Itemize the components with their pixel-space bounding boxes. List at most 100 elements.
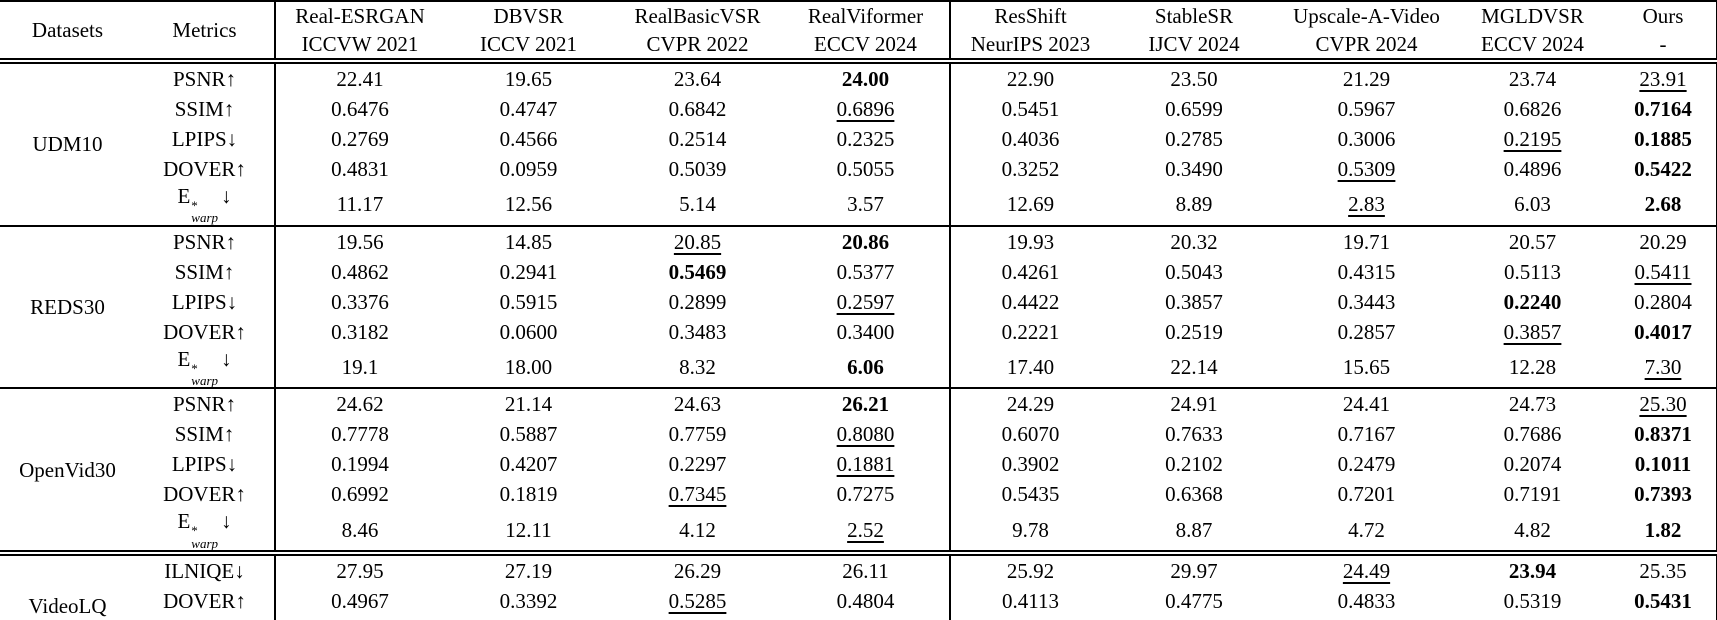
value-cell: 0.2325 [782,124,951,154]
value-cell: 5.10 [782,616,951,620]
method-venue: - [1610,30,1717,61]
table-row: DOVER↑ 0.4831 0.0959 0.5039 0.5055 0.3252 0.34… [0,154,1717,184]
metric-cell: SSIM↑ [135,94,276,124]
value-cell: 0.7201 [1337,482,1396,507]
method-name: Ours [1610,1,1717,30]
value-cell: 24.49 [1278,550,1455,587]
metric-label: PSNR↑ [172,392,237,417]
method-venue: IJCV 2024 [1148,31,1240,56]
value-cell: 0.7686 [1503,422,1562,447]
value-cell: 11.17 [336,192,384,217]
value-cell: 0.6992 [331,482,389,507]
table-row: E*warp↓ 8.007.756.525.108.339.2610.897.82… [0,616,1717,620]
value-cell: 0.2769 [331,126,389,151]
value-cell: 22.90 [950,58,1110,94]
value-cell: 0.5377 [782,256,951,287]
table-row: LPIPS↓ 0.2769 0.4566 0.2514 0.2325 0.4036 0.27… [0,124,1717,154]
value-cell: 8.33 [950,616,1110,620]
value-cell: 0.1885 [1610,124,1717,154]
value-cell: 0.6070 [1001,422,1060,447]
value-cell: 0.4804 [782,586,951,617]
value-cell: 20.29 [1610,224,1717,257]
value-cell: 14.85 [444,224,613,257]
metric-label: DOVER↑ [163,319,246,344]
value-cell: 0.1994 [331,452,389,477]
value-cell: 0.2785 [1165,126,1223,151]
value-cell: 0.4566 [499,126,558,151]
value-cell: 21.29 [1278,58,1455,94]
metric-label: E*warp↓ [177,616,231,620]
metric-label: SSIM↑ [174,96,235,121]
metric-cell: SSIM↑ [135,256,276,287]
metric-label: PSNR↑ [172,66,237,91]
value-cell: 0.2074 [1503,452,1562,477]
header-row-method-names: Datasets Metrics Real-ESRGAN DBVSR RealBas… [0,1,1717,61]
value-cell: 15.65 [1342,354,1391,379]
value-cell: 0.2297 [668,452,727,477]
value-cell: 22.14 [1170,354,1218,379]
value-cell: 23.91 [1610,58,1717,94]
value-cell: 9.26 [1110,616,1278,620]
metric-cell: E*warp↓ [135,616,276,620]
value-cell: 0.4315 [1337,259,1396,284]
value-cell: 0.3392 [499,588,558,613]
table-row: VideoLQ ILNIQE↓ 27.95 27.19 26.29 26.11 25.92 2… [0,550,1717,620]
table-row: E * warp ↓ 8.46 12.11 4.12 2.52 9.78 8.87 4.72 4.82… [0,509,1717,554]
metric-cell: E*warp↓ [135,509,276,554]
value-cell: 0.6368 [1165,482,1223,507]
dataset-label: UDM10 [0,58,135,226]
value-cell: 12.69 [1006,192,1055,217]
value-cell: 4.12 [679,517,716,542]
table-row: UDM10 PSNR↑ 22.41 19.65 23.64 24.00 22.90 23.50… [0,58,1717,226]
table-row: SSIM↑ 0.7778 0.5887 0.7759 0.8080 0.6070 0.763… [0,419,1717,450]
value-cell: 7.82 [1455,616,1610,620]
metric-cell: PSNR↑ [135,387,276,420]
table-row: LPIPS↓ 0.3376 0.5915 0.2899 0.2597 0.4422 0.38… [0,286,1717,317]
dataset-label: VideoLQ [0,550,135,620]
value-cell: 4.82 [1514,517,1551,542]
value-cell: 0.3443 [1337,289,1396,314]
value-cell: 0.5319 [1503,588,1562,613]
value-cell: 6.06 [782,346,951,389]
metric-label: DOVER↑ [163,588,246,613]
value-cell: 0.4896 [1503,156,1562,181]
value-cell: 0.6842 [668,96,727,121]
value-cell: 24.29 [950,387,1110,420]
value-cell: 29.97 [1110,550,1278,587]
metric-cell: DOVER↑ [135,479,276,510]
value-cell: 0.3400 [782,316,951,347]
table-row: DOVER↑ 0.4967 0.3392 0.5285 0.4804 0.4113 0.47… [0,586,1717,617]
value-cell: 0.5887 [499,422,558,447]
metric-label: LPIPS↓ [171,289,238,314]
value-cell: 24.00 [782,58,951,94]
value-cell: 0.5411 [1610,256,1717,287]
value-cell: 0.5309 [1337,156,1396,181]
value-cell: 10.89 [1278,616,1455,620]
value-cell: 0.5055 [782,154,951,184]
value-cell: 0.3490 [1165,156,1223,181]
value-cell: 0.5469 [668,259,727,284]
value-cell: 0.4207 [499,452,558,477]
metric-cell: DOVER↑ [135,586,276,617]
value-cell: 0.2514 [668,126,727,151]
metric-label: LPIPS↓ [171,126,238,151]
method-name: Real-ESRGAN [295,3,425,28]
value-cell: 3.57 [782,184,951,226]
value-cell: 0.7633 [1165,422,1223,447]
value-cell: 18.00 [504,354,553,379]
value-cell: 24.73 [1455,387,1610,420]
value-cell: 0.5451 [1001,96,1060,121]
value-cell: 0.5113 [1504,259,1561,284]
value-cell: 25.35 [1610,550,1717,587]
header-row-method-venues: ICCVW 2021 ICCV 2021 CVPR 2022 ECCV 2024 Neu… [0,30,1717,61]
table-row: OpenVid30 PSNR↑ 24.62 21.14 24.63 26.21 24.29 2… [0,387,1717,554]
method-venue: ICCV 2021 [479,31,578,56]
table-row: E * warp ↓ 11.17 12.56 5.14 3.57 12.69 8.89 2.83 6.… [0,184,1717,226]
value-cell: 0.4967 [331,588,389,613]
metric-label: DOVER↑ [163,156,246,181]
value-cell: 19.71 [1278,224,1455,257]
value-cell: 0.3483 [668,319,727,344]
value-cell: 26.29 [613,550,782,587]
value-cell: 0.5915 [499,289,558,314]
